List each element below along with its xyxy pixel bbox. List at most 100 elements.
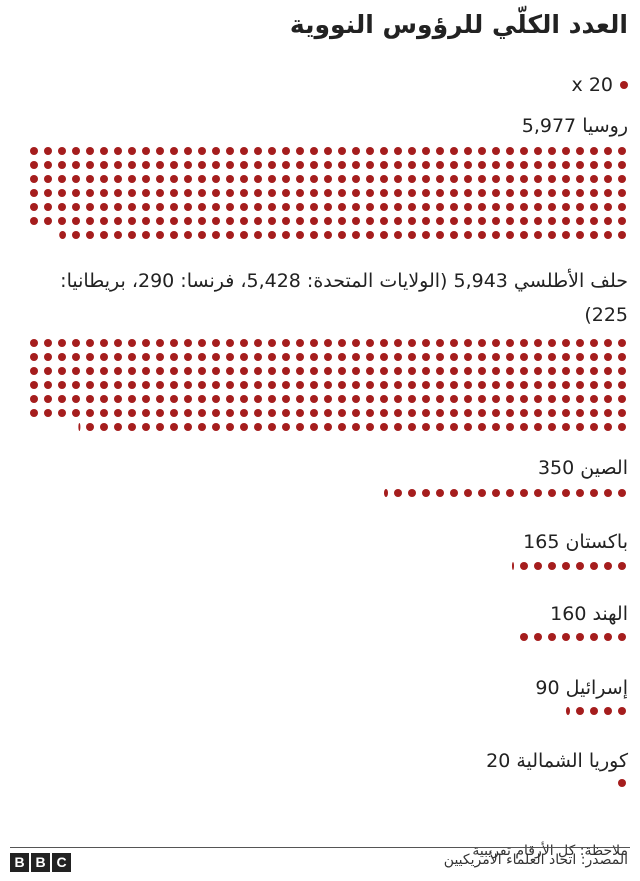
dot-nato <box>534 367 542 375</box>
dot-nato <box>212 339 220 347</box>
dot-nato <box>156 339 164 347</box>
dot-nato <box>310 381 318 389</box>
dot-nato <box>254 423 262 431</box>
dot-nato <box>562 409 570 417</box>
dot-russia <box>408 231 416 239</box>
dot-nato <box>520 339 528 347</box>
dot-russia <box>604 189 612 197</box>
dot-nato <box>72 367 80 375</box>
dot-russia <box>310 161 318 169</box>
dot-nato <box>114 395 122 403</box>
dot-nato <box>212 409 220 417</box>
dot-russia <box>478 189 486 197</box>
dot-nato <box>534 395 542 403</box>
dot-russia <box>520 147 528 155</box>
bbc-logo-letter: B <box>31 853 50 872</box>
dot-russia <box>618 161 626 169</box>
dot-russia <box>114 161 122 169</box>
dot-nato <box>492 409 500 417</box>
dot-russia <box>128 203 136 211</box>
dot-russia <box>86 189 94 197</box>
dot-nato <box>394 409 402 417</box>
dot-nato <box>548 409 556 417</box>
dot-russia <box>156 189 164 197</box>
dot-russia <box>506 231 514 239</box>
dot-russia <box>282 217 290 225</box>
dot-russia <box>506 161 514 169</box>
dot-russia <box>142 161 150 169</box>
dot-nato <box>352 339 360 347</box>
dot-russia <box>492 147 500 155</box>
dot-nato <box>268 381 276 389</box>
dot-china <box>506 489 514 497</box>
dot-nato <box>86 353 94 361</box>
dot-nato <box>366 423 374 431</box>
dot-russia <box>114 231 122 239</box>
dot-pakistan <box>576 562 584 570</box>
dot-nato <box>296 409 304 417</box>
dot-russia <box>618 203 626 211</box>
dot-nato <box>296 423 304 431</box>
dot-russia <box>310 203 318 211</box>
dot-nato <box>142 395 150 403</box>
dot-nato <box>436 395 444 403</box>
dot-nato <box>324 423 332 431</box>
dot-nato <box>296 367 304 375</box>
dot-nato <box>282 367 290 375</box>
dot-russia <box>268 231 276 239</box>
dot-russia <box>618 231 626 239</box>
dot-nato <box>310 395 318 403</box>
dot-russia <box>464 217 472 225</box>
dot-nato <box>78 423 81 431</box>
dot-nato <box>184 395 192 403</box>
dot-russia <box>310 217 318 225</box>
dot-russia <box>114 189 122 197</box>
dot-russia <box>142 147 150 155</box>
dot-china <box>576 489 584 497</box>
dot-russia <box>268 175 276 183</box>
dot-nato <box>450 353 458 361</box>
dot-nato <box>282 339 290 347</box>
dot-pakistan <box>562 562 570 570</box>
dot-china <box>464 489 472 497</box>
dot-russia <box>30 161 38 169</box>
dot-nato <box>520 423 528 431</box>
dot-russia <box>324 203 332 211</box>
dot-russia <box>548 147 556 155</box>
dot-nato <box>30 381 38 389</box>
dot-russia <box>226 217 234 225</box>
dot-nato <box>156 367 164 375</box>
dot-nato <box>338 339 346 347</box>
dot-nato <box>576 367 584 375</box>
dot-russia <box>128 217 136 225</box>
dot-nato <box>296 339 304 347</box>
dot-russia <box>604 203 612 211</box>
dot-nato <box>86 381 94 389</box>
dot-russia <box>282 147 290 155</box>
dot-nato <box>44 367 52 375</box>
dot-russia <box>534 175 542 183</box>
dot-nato <box>548 339 556 347</box>
dot-india <box>548 633 556 641</box>
dot-russia <box>506 189 514 197</box>
dot-russia <box>44 203 52 211</box>
dot-nato <box>100 423 108 431</box>
dot-nato <box>128 353 136 361</box>
dot-nato <box>436 339 444 347</box>
dot-nato <box>30 339 38 347</box>
dot-nato <box>44 395 52 403</box>
dot-india <box>604 633 612 641</box>
dot-nato <box>198 409 206 417</box>
dot-russia <box>394 231 402 239</box>
dot-nato <box>618 381 626 389</box>
dot-china <box>520 489 528 497</box>
dot-nato <box>114 367 122 375</box>
dot-russia <box>534 203 542 211</box>
dot-russia <box>450 203 458 211</box>
dot-russia <box>100 203 108 211</box>
dot-russia <box>394 203 402 211</box>
dot-nato <box>170 367 178 375</box>
dot-russia <box>296 203 304 211</box>
dot-russia <box>128 189 136 197</box>
dot-nato <box>142 381 150 389</box>
